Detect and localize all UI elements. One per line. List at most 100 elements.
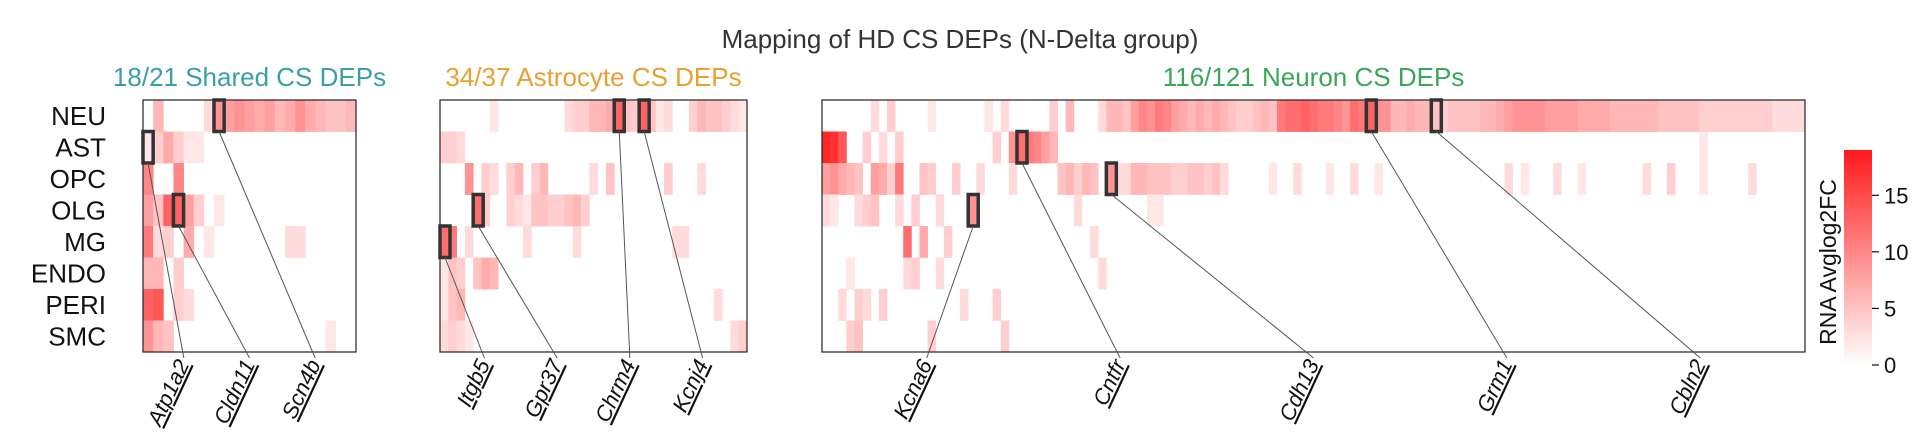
heat-cell xyxy=(234,100,245,132)
heat-cell xyxy=(1764,100,1773,132)
colorbar-gradient xyxy=(1844,150,1872,365)
heat-cell xyxy=(285,100,296,132)
heat-cell xyxy=(639,100,648,132)
heat-cell xyxy=(1317,100,1327,132)
heat-cell xyxy=(564,194,574,227)
heat-cell xyxy=(1155,194,1164,227)
heat-cell xyxy=(1610,100,1619,132)
heat-cell xyxy=(1098,257,1107,290)
heat-cell xyxy=(838,289,847,321)
heat-cell xyxy=(1146,163,1156,195)
row-label-opc: OPC xyxy=(50,164,106,194)
heat-cell xyxy=(1520,100,1530,132)
heat-cell xyxy=(153,257,164,290)
heat-cell xyxy=(1195,163,1205,195)
heat-cell xyxy=(1008,131,1018,164)
heat-cell xyxy=(911,257,920,290)
heat-cell xyxy=(295,100,306,132)
heat-cell xyxy=(143,289,154,321)
heat-cell xyxy=(539,194,549,227)
heat-cell xyxy=(1658,100,1668,132)
panel-title: 18/21 Shared CS DEPs xyxy=(113,62,386,92)
heat-cell xyxy=(1146,194,1156,227)
heat-cell xyxy=(830,131,839,164)
heat-cell xyxy=(456,320,466,353)
heat-cell xyxy=(514,194,524,227)
heat-cell xyxy=(1130,163,1140,195)
panel-frame xyxy=(142,99,357,353)
heat-cell xyxy=(547,194,557,227)
heat-cell xyxy=(1520,163,1530,195)
heat-cell xyxy=(1187,163,1197,195)
gene-label-cbln2: Cbln2 xyxy=(1664,356,1711,419)
heat-cell xyxy=(153,131,164,164)
heat-cell xyxy=(203,226,215,258)
heat-cell xyxy=(193,194,205,227)
gene-leader-line xyxy=(1021,162,1121,359)
heat-cell xyxy=(1106,163,1115,195)
heat-cell xyxy=(960,289,969,321)
heat-cell xyxy=(1122,100,1132,132)
heat-cell xyxy=(943,226,953,258)
panel-1: 34/37 Astrocyte CS DEPs Itgb5 Gpr37 Chrm4 Kc… xyxy=(438,62,748,426)
heat-cell xyxy=(1122,163,1132,195)
heat-cell xyxy=(1041,131,1050,164)
heat-cell xyxy=(153,226,164,258)
heat-cell xyxy=(895,194,904,227)
heat-cell xyxy=(992,289,1002,321)
heat-cell xyxy=(1049,100,1058,132)
heat-cell xyxy=(1780,100,1790,132)
heat-cell xyxy=(1033,131,1042,164)
heat-cell xyxy=(1114,163,1123,195)
heat-cell xyxy=(464,226,474,258)
heat-cell xyxy=(1699,131,1708,164)
heat-cell xyxy=(1090,163,1099,195)
heat-cell xyxy=(1285,100,1294,132)
gene-label-kcnj4: Kcnj4 xyxy=(667,356,713,416)
heat-cell xyxy=(1090,226,1099,258)
heat-cell xyxy=(1642,163,1652,195)
heat-cell xyxy=(325,320,337,353)
heat-cell xyxy=(713,289,723,321)
heat-cell xyxy=(822,194,831,227)
heat-cell xyxy=(1699,100,1708,132)
gene-leader-line xyxy=(618,131,631,359)
heat-cell xyxy=(1553,163,1562,195)
heat-cell xyxy=(1016,131,1026,164)
heat-cell xyxy=(481,163,491,195)
heat-cell xyxy=(705,100,715,132)
colorbar: RNA Avglog2FC 0 5 10 15 xyxy=(1815,150,1908,378)
gene-label-kcna6: Kcna6 xyxy=(888,355,937,423)
heat-cell xyxy=(664,100,673,132)
heat-cell xyxy=(854,194,864,227)
heat-cell xyxy=(1057,163,1067,195)
heat-cell xyxy=(878,289,888,321)
heat-cell xyxy=(143,226,154,258)
heat-cell xyxy=(927,163,937,195)
heat-cell xyxy=(1756,100,1765,132)
heat-cell xyxy=(489,100,499,132)
heat-cell xyxy=(456,131,466,164)
heat-cell xyxy=(464,320,474,353)
heat-cell xyxy=(556,194,565,227)
heat-cell xyxy=(1431,100,1440,132)
heat-cell xyxy=(1374,163,1383,195)
heat-cell xyxy=(738,100,748,132)
heat-cell xyxy=(1691,100,1700,132)
colorbar-label: RNA Avglog2FC xyxy=(1815,179,1841,345)
heat-cell xyxy=(163,320,174,353)
heat-cell xyxy=(183,289,195,321)
heat-cell xyxy=(214,194,225,227)
heat-cell xyxy=(1228,100,1237,132)
heat-cell xyxy=(976,163,985,195)
heat-cell xyxy=(1666,163,1676,195)
heat-cell xyxy=(315,100,326,132)
heat-cell xyxy=(1358,100,1367,132)
panel-2: 116/121 Neuron CS DEPs Kcna6 Cntfr Cdh13 Grm… xyxy=(821,62,1806,425)
heat-cell xyxy=(456,289,466,321)
gene-label-cdh13: Cdh13 xyxy=(1274,355,1324,425)
heat-cell xyxy=(605,163,615,195)
heat-cell xyxy=(581,194,590,227)
heat-cell xyxy=(1350,100,1359,132)
heat-cell xyxy=(1220,100,1229,132)
